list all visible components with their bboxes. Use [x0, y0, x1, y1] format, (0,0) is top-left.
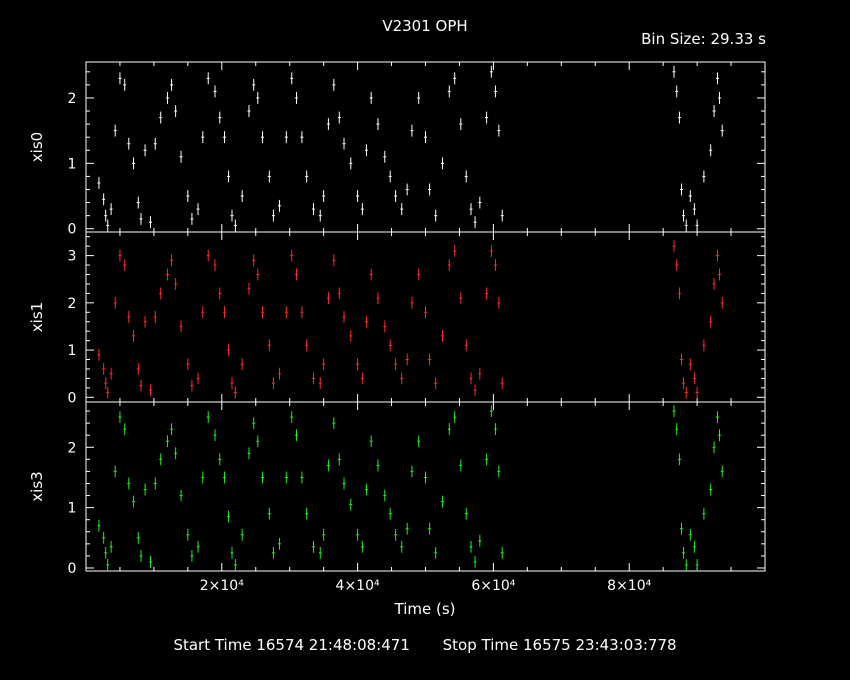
chart-title: V2301 OPH: [382, 17, 468, 35]
y-tick-label-xis1: 3: [68, 249, 77, 265]
x-tick-label: 6×10⁴: [471, 578, 515, 594]
y-axis-label-xis3: xis3: [28, 471, 46, 501]
y-tick-label-xis3: 0: [68, 561, 77, 577]
stop-time-label: Stop Time 16575 23:43:03:778: [442, 636, 677, 654]
x-tick-label: 2×10⁴: [200, 578, 244, 594]
y-tick-label-xis3: 1: [68, 501, 77, 517]
bin-size-label: Bin Size: 29.33 s: [641, 30, 766, 48]
y-tick-label-xis0: 0: [68, 222, 77, 238]
y-tick-label-xis1: 2: [68, 296, 77, 312]
start-time-label: Start Time 16574 21:48:08:471: [173, 636, 410, 654]
y-tick-label-xis1: 1: [68, 343, 77, 359]
y-tick-label-xis1: 0: [68, 390, 77, 406]
x-tick-label: 8×10⁴: [607, 578, 651, 594]
x-axis-label: Time (s): [394, 600, 456, 618]
panel-frame-xis0: [85, 61, 766, 233]
y-axis-label-xis0: xis0: [28, 132, 46, 162]
y-tick-label-xis0: 1: [68, 156, 77, 172]
y-axis-label-xis1: xis1: [28, 302, 46, 332]
time-range-footer: Start Time 16574 21:48:08:471 Stop Time …: [0, 636, 850, 654]
y-tick-label-xis0: 2: [68, 91, 77, 107]
x-tick-label: 4×10⁴: [336, 578, 380, 594]
y-tick-label-xis3: 2: [68, 440, 77, 456]
panel-frame-xis3: [85, 401, 766, 572]
